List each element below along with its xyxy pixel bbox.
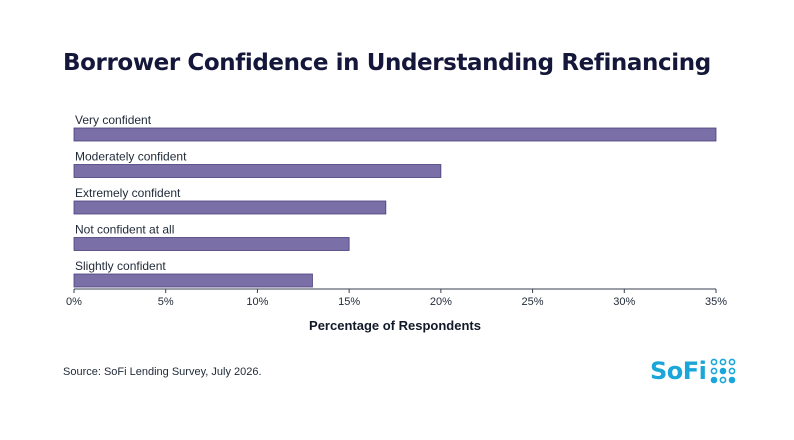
x-tick-label: 35% xyxy=(705,296,727,308)
sofi-logo: SoFi xyxy=(650,355,736,387)
bar-moderately-confident xyxy=(73,164,442,178)
category-label: Slightly confident xyxy=(75,259,166,273)
x-axis-ticks: 0% 5% 10% 15% 20% 25% 30% 35% xyxy=(66,289,727,308)
x-tick-label: 5% xyxy=(158,296,174,308)
logo-text: SoFi xyxy=(650,357,707,385)
x-tick-label: 20% xyxy=(430,296,452,308)
category-labels: Very confident Moderately confident Extrem… xyxy=(75,113,187,273)
x-axis-label: Percentage of Respondents xyxy=(309,318,481,333)
category-label: Very confident xyxy=(75,113,152,127)
x-tick-label: 15% xyxy=(338,296,360,308)
bars-group xyxy=(73,127,717,288)
category-label: Extremely confident xyxy=(75,186,181,200)
bar-not-confident-at-all xyxy=(73,237,350,251)
x-tick-label: 25% xyxy=(522,296,544,308)
category-label: Moderately confident xyxy=(75,150,187,164)
x-tick-label: 0% xyxy=(66,296,82,308)
source-note: Source: SoFi Lending Survey, July 2026. xyxy=(63,366,262,378)
sofi-dots-icon xyxy=(711,358,736,384)
x-tick-label: 30% xyxy=(613,296,635,308)
bar-very-confident xyxy=(73,127,717,142)
chart-title: Borrower Confidence in Understanding Ref… xyxy=(63,50,711,76)
x-tick-label: 10% xyxy=(246,296,268,308)
bar-extremely-confident xyxy=(73,200,387,215)
bar-slightly-confident xyxy=(73,273,313,288)
category-label: Not confident at all xyxy=(75,223,174,237)
